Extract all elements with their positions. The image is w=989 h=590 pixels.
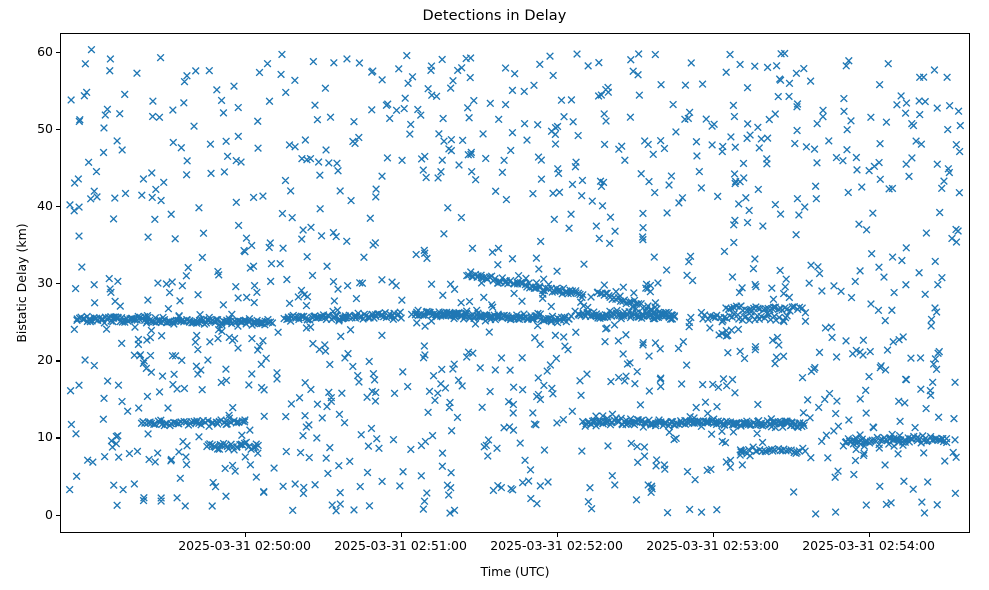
- scatter-markers: [65, 45, 965, 518]
- x-tick-mark: [244, 533, 246, 537]
- y-tick-label: 60: [37, 44, 53, 60]
- y-tick-label: 30: [37, 275, 53, 291]
- y-tick-label: 20: [37, 352, 53, 368]
- x-tick-label: 2025-03-31 02:51:00: [334, 538, 467, 553]
- y-tick-mark: [56, 52, 60, 54]
- y-tick-mark: [56, 206, 60, 208]
- x-tick-label: 2025-03-31 02:50:00: [178, 538, 311, 553]
- plot-area: [60, 33, 970, 533]
- x-tick-label: 2025-03-31 02:53:00: [646, 538, 779, 553]
- y-tick-mark: [56, 283, 60, 285]
- y-tick-mark: [56, 360, 60, 362]
- y-tick-label: 0: [45, 506, 53, 522]
- y-tick-mark: [56, 514, 60, 516]
- y-tick-mark: [56, 437, 60, 439]
- x-tick-label: 2025-03-31 02:54:00: [802, 538, 935, 553]
- y-tick-label: 50: [37, 121, 53, 137]
- page-title: Detections in Delay: [422, 8, 567, 24]
- x-axis-label: Time (UTC): [480, 564, 550, 579]
- x-tick-mark: [556, 533, 558, 537]
- y-tick-mark: [56, 129, 60, 131]
- x-tick-mark: [868, 533, 870, 537]
- y-tick-label: 10: [37, 429, 53, 445]
- x-tick-label: 2025-03-31 02:52:00: [490, 538, 623, 553]
- scatter-series: [65, 45, 965, 518]
- y-tick-label: 40: [37, 198, 53, 214]
- x-tick-mark: [712, 533, 714, 537]
- x-tick-mark: [400, 533, 402, 537]
